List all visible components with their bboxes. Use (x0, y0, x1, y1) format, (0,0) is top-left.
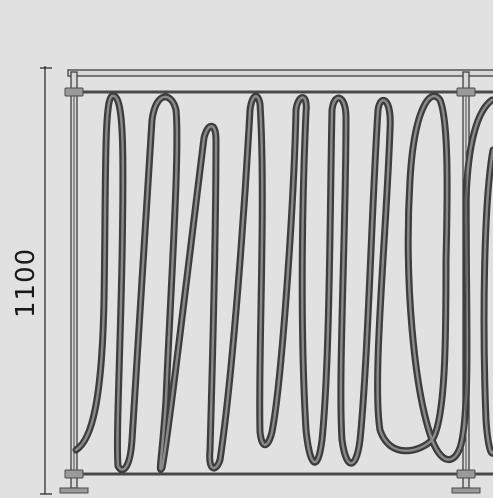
coil-path-outer (72, 92, 493, 474)
handrail-bar (67, 69, 493, 77)
height-dimension: 1100 (11, 66, 52, 495)
left-post-lower-bracket (64, 469, 84, 479)
left-post-base-plate (59, 487, 89, 494)
coil-path-inner (74, 94, 493, 471)
dimension-label: 1100 (11, 248, 41, 318)
posts-front (73, 96, 467, 470)
right-post-upper-bracket (456, 87, 476, 97)
coil-edge-loop-inner (482, 148, 493, 455)
right-post-lower-bracket (456, 469, 476, 479)
coil-infill (72, 92, 493, 474)
left-post-upper-bracket (64, 87, 84, 97)
right-post-base-plate (451, 487, 481, 494)
top-handrail (67, 69, 493, 77)
